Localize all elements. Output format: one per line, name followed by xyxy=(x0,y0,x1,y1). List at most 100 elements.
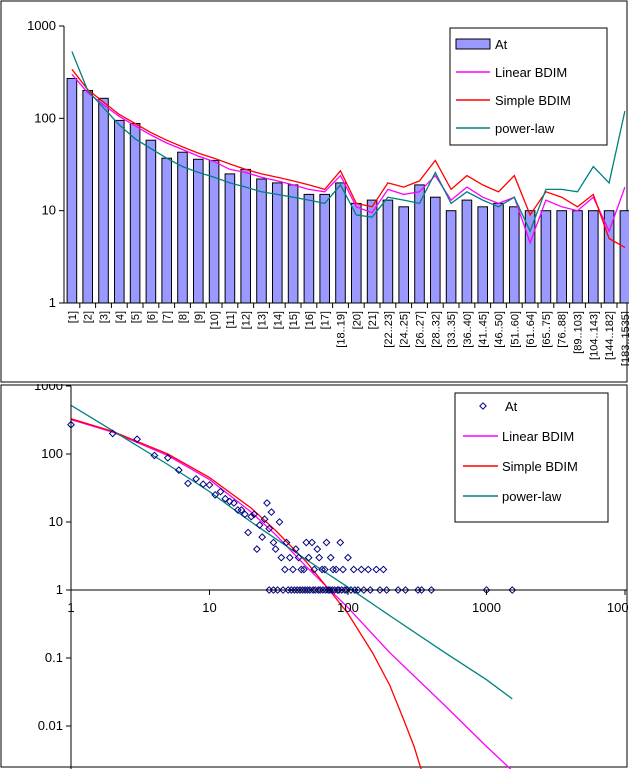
data-point xyxy=(221,494,230,503)
x-category-label: [104..143] xyxy=(588,311,600,360)
data-point xyxy=(334,586,343,594)
line-simple-bdim xyxy=(70,418,422,769)
data-point xyxy=(401,586,410,594)
data-point xyxy=(366,586,375,594)
bar-21 xyxy=(366,199,378,304)
data-point xyxy=(357,565,366,574)
data-point xyxy=(375,586,384,594)
data-point xyxy=(184,479,192,488)
y-tick-label: 100 xyxy=(41,446,63,461)
y-tick-label: 0.1 xyxy=(45,650,63,665)
data-point xyxy=(354,586,362,594)
data-point xyxy=(296,586,304,594)
legend-label-power-law: power-law xyxy=(502,489,562,504)
x-tick-label: 100 xyxy=(337,600,359,615)
bar-89-103 xyxy=(572,210,583,304)
data-point xyxy=(297,565,306,574)
data-point xyxy=(237,506,246,514)
data-point xyxy=(192,474,201,483)
data-point xyxy=(318,565,327,574)
data-point xyxy=(163,453,172,462)
bar-16 xyxy=(303,193,315,304)
data-point xyxy=(302,538,311,547)
data-point xyxy=(359,586,368,594)
line-linear-bdim xyxy=(70,418,512,769)
x-category-label: [11] xyxy=(225,311,237,329)
x-category-label: [12] xyxy=(241,311,253,329)
data-point xyxy=(304,553,313,562)
x-category-label: [16] xyxy=(304,311,316,329)
x-category-label: [14] xyxy=(272,311,284,329)
data-point xyxy=(273,586,282,594)
data-point xyxy=(211,490,220,499)
data-point xyxy=(364,565,373,574)
y-tick-label: 10 xyxy=(42,203,56,218)
bar-12 xyxy=(240,168,251,304)
legend-label-simple-bdim: Simple BDIM xyxy=(502,459,578,474)
data-point xyxy=(372,565,381,574)
y-tick-label: 1000 xyxy=(34,384,63,393)
data-point xyxy=(315,553,324,562)
data-point xyxy=(427,586,436,594)
legend-label-at: At xyxy=(505,399,518,414)
bar-14 xyxy=(272,182,283,304)
data-point xyxy=(309,586,318,594)
bar-1 xyxy=(66,78,78,304)
x-category-label: [36..40] xyxy=(462,311,474,348)
data-point xyxy=(349,565,358,574)
data-point xyxy=(291,545,300,554)
bar-36-40 xyxy=(461,199,473,304)
data-point xyxy=(265,524,274,533)
x-category-label: [28..32] xyxy=(430,311,442,348)
data-point xyxy=(150,451,159,460)
bar-76-88 xyxy=(556,210,568,304)
legend-label-linear-bdim: Linear BDIM xyxy=(495,65,567,80)
data-point xyxy=(344,553,352,562)
x-category-label: [33..35] xyxy=(446,311,458,348)
bar-7 xyxy=(161,157,172,304)
data-point xyxy=(263,499,271,507)
data-point xyxy=(294,553,303,562)
data-point xyxy=(250,510,259,519)
x-category-label: [6] xyxy=(146,311,158,323)
data-point xyxy=(133,435,142,444)
data-point xyxy=(271,545,280,554)
bar-11 xyxy=(224,173,236,304)
data-point xyxy=(108,429,117,438)
bar-6 xyxy=(145,139,157,304)
data-point xyxy=(267,508,276,517)
y-tick-label: 0.01 xyxy=(38,718,63,733)
x-category-label: [4] xyxy=(114,311,126,323)
x-category-label: [9] xyxy=(193,311,205,323)
legend-label-at: At xyxy=(495,37,508,52)
bar-22-23 xyxy=(382,199,394,304)
data-point xyxy=(326,553,335,562)
data-point xyxy=(339,565,347,574)
data-point xyxy=(255,521,264,530)
data-point xyxy=(287,586,296,594)
data-point xyxy=(293,586,302,594)
legend-label-power-law: power-law xyxy=(495,121,555,136)
data-point xyxy=(229,499,238,507)
bar-51-60 xyxy=(509,206,520,304)
legend-label-simple-bdim: Simple BDIM xyxy=(495,93,571,108)
data-point xyxy=(379,565,388,574)
data-point xyxy=(319,586,327,594)
data-point xyxy=(258,533,267,542)
data-point xyxy=(252,545,261,554)
x-category-label: [20] xyxy=(351,311,363,329)
x-tick-label: 10000 xyxy=(607,600,629,615)
data-point xyxy=(337,586,346,594)
x-category-label: [1] xyxy=(67,311,79,323)
x-category-label: [26..27] xyxy=(415,311,427,348)
x-category-label: [65..75] xyxy=(541,311,553,348)
x-category-label: [21] xyxy=(367,311,379,329)
x-category-label: [18..19] xyxy=(336,311,348,348)
data-point xyxy=(275,518,284,526)
bar-24-25 xyxy=(398,206,409,304)
data-point xyxy=(394,586,403,594)
y-tick-label: 10 xyxy=(49,514,63,529)
bar-3 xyxy=(98,97,109,304)
data-point xyxy=(282,538,291,547)
